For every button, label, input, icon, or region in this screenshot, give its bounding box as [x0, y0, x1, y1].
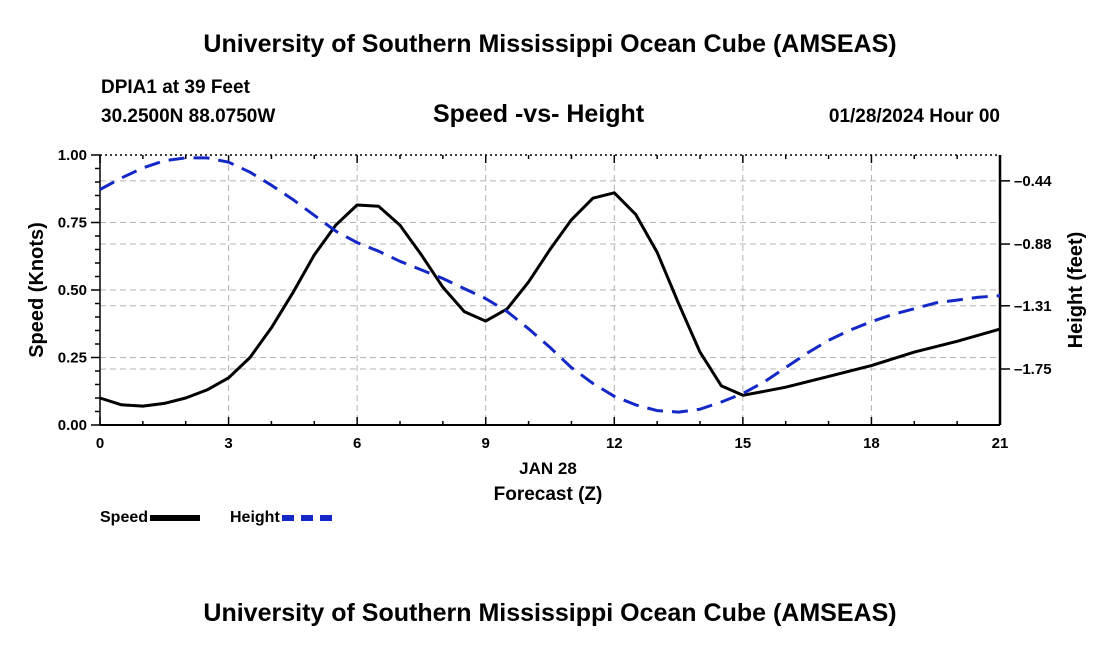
y-tick-label: 1.00: [58, 147, 87, 164]
x-tick-label: 6: [353, 435, 361, 452]
x-tick-label: 18: [863, 435, 880, 452]
x-axis-date-label: JAN 28: [519, 459, 577, 478]
legend-speed-label: Speed: [100, 509, 149, 526]
axes: [91, 154, 1010, 426]
y-tick-label: 0.25: [58, 350, 87, 367]
series-line-height: [99, 156, 1001, 414]
x-tick-label: 15: [735, 435, 752, 452]
legend-speed-swatch: [150, 514, 201, 521]
x-tick-label: 3: [224, 435, 232, 452]
x-tick-label: 0: [96, 435, 104, 452]
y2-tick-label: –1.75: [1014, 361, 1052, 378]
forecast-datetime: 01/28/2024 Hour 00: [828, 106, 1000, 127]
y-tick-label: 0.75: [58, 215, 87, 232]
legend-height-swatch: [281, 514, 332, 521]
chart-plot: 0 3 6 9 12 15 18 21 0.00 0.25 0.50 0.75 1.00 –0.44 –0.…: [26, 147, 1087, 505]
legend-height: Height: [230, 509, 332, 527]
x-tick-label: 12: [606, 435, 623, 452]
y-tick-label: 0.00: [58, 417, 87, 434]
coordinates-label: 30.2500N 88.0750W: [101, 106, 276, 127]
legend-height-label: Height: [230, 509, 280, 526]
y-axis-title: Speed (Knots): [26, 222, 48, 358]
y2-tick-label: –1.31: [1014, 298, 1052, 315]
footer-title: University of Southern Mississippi Ocean…: [203, 599, 897, 627]
grid: [100, 155, 1000, 425]
y2-tick-label: –0.44: [1014, 173, 1052, 190]
x-axis-title: Forecast (Z): [494, 484, 603, 505]
chart-subtitle: Speed -vs- Height: [433, 100, 645, 128]
x-tick-label: 21: [992, 435, 1009, 452]
series: [99, 156, 1001, 414]
series-line-speed: [99, 191, 1001, 408]
y-tick-label: 0.50: [58, 282, 87, 299]
station-label: DPIA1 at 39 Feet: [101, 77, 250, 98]
x-tick-label: 9: [482, 435, 490, 452]
chart-title: University of Southern Mississippi Ocean…: [203, 30, 897, 58]
y2-axis-title: Height (feet): [1065, 232, 1087, 349]
y2-tick-label: –0.88: [1014, 236, 1052, 253]
legend-speed: Speed: [100, 509, 201, 527]
axis-labels: 0 3 6 9 12 15 18 21 0.00 0.25 0.50 0.75 1.00 –0.44 –0.…: [26, 147, 1087, 505]
